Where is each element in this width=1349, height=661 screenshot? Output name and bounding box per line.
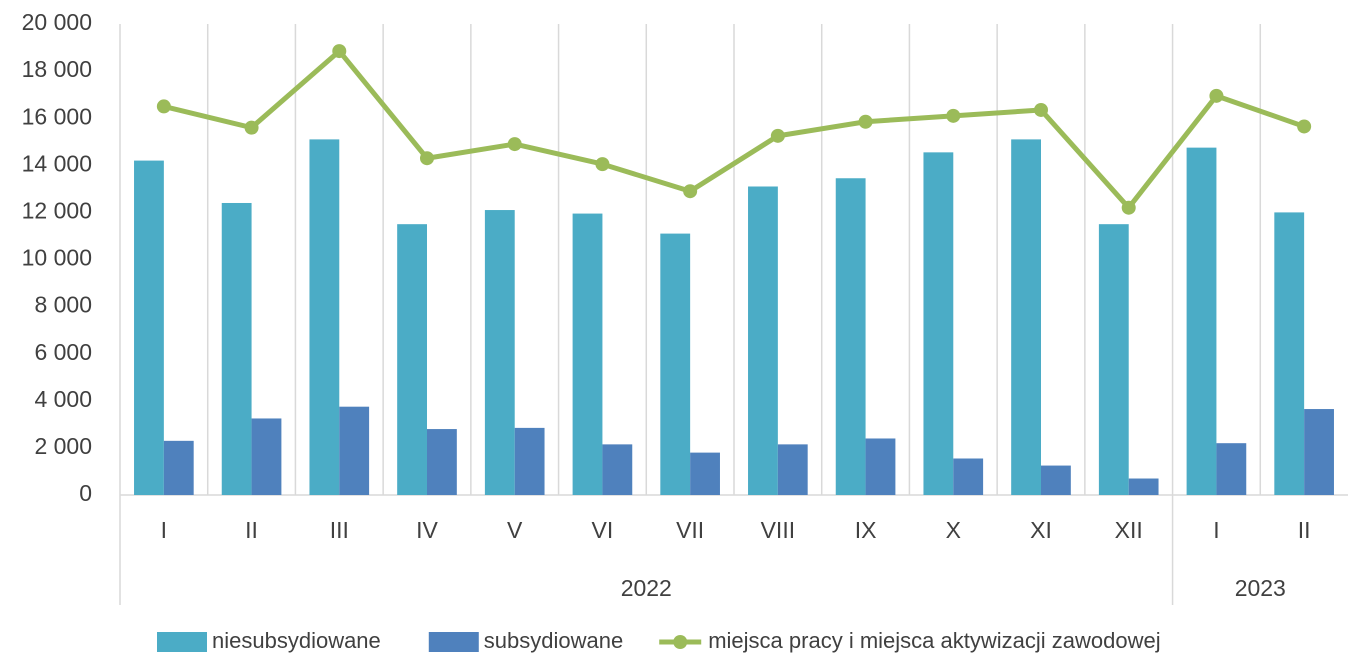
legend-swatch xyxy=(428,632,479,652)
bar xyxy=(221,202,252,496)
line-marker xyxy=(770,128,785,143)
y-tick-label: 4 000 xyxy=(34,386,92,412)
x-tick-label: IX xyxy=(855,517,877,543)
line-marker xyxy=(1034,102,1048,117)
y-tick-label: 16 000 xyxy=(22,103,92,129)
bar xyxy=(690,452,720,495)
line-marker xyxy=(1121,200,1136,215)
line-marker xyxy=(244,120,259,135)
line-marker xyxy=(332,44,347,59)
x-tick-label: II xyxy=(1298,517,1311,543)
bar xyxy=(1186,147,1217,495)
bar xyxy=(134,160,164,495)
y-tick-label: 18 000 xyxy=(22,56,92,82)
bar xyxy=(748,186,778,495)
bar xyxy=(309,139,340,495)
bar xyxy=(427,429,457,495)
x-tick-label: V xyxy=(507,517,523,543)
x-tick-label: VII xyxy=(676,517,704,543)
x-tick-label: VI xyxy=(592,517,614,543)
legend-label: miejsca pracy i miejsca aktywizacji zawo… xyxy=(708,628,1160,653)
bar xyxy=(484,210,515,496)
line-marker xyxy=(420,151,434,166)
line-marker xyxy=(156,99,171,114)
line-marker xyxy=(1297,119,1312,134)
line-marker xyxy=(858,114,873,129)
line-marker xyxy=(507,137,522,152)
y-tick-label: 6 000 xyxy=(34,339,92,365)
bar xyxy=(339,406,370,495)
y-tick-label: 0 xyxy=(79,480,92,506)
bar xyxy=(953,458,984,495)
x-tick-label: XII xyxy=(1115,517,1143,543)
x-tick-label: I xyxy=(161,517,167,543)
legend-label: niesubsydiowane xyxy=(212,628,381,653)
y-tick-label: 20 000 xyxy=(22,9,92,35)
bar xyxy=(777,444,808,495)
y-tick-label: 8 000 xyxy=(34,292,92,318)
bar xyxy=(163,440,194,495)
bar xyxy=(397,224,427,496)
legend-label: subsydiowane xyxy=(484,628,623,653)
bar xyxy=(835,178,866,495)
line xyxy=(163,48,1305,211)
bar xyxy=(572,213,603,495)
x-tick-label: VIII xyxy=(761,517,796,543)
line-marker xyxy=(595,157,610,172)
x-group-label: 2022 xyxy=(621,575,672,601)
bar xyxy=(602,444,633,495)
bar xyxy=(1216,443,1247,495)
x-tick-label: X xyxy=(946,517,961,543)
x-tick-label: XI xyxy=(1030,517,1052,543)
x-tick-label: III xyxy=(330,517,349,543)
x-tick-label: I xyxy=(1213,517,1219,543)
bar xyxy=(1274,212,1305,495)
y-tick-label: 12 000 xyxy=(22,197,92,223)
x-group-label: 2023 xyxy=(1235,575,1286,601)
y-tick-label: 2 000 xyxy=(34,433,92,459)
bar xyxy=(1304,409,1334,495)
bar xyxy=(1011,139,1041,495)
legend-swatch xyxy=(157,632,207,652)
x-tick-label: II xyxy=(245,517,258,543)
bar xyxy=(514,427,545,495)
line-marker xyxy=(946,108,961,123)
bar xyxy=(865,438,896,495)
y-tick-label: 14 000 xyxy=(22,150,92,176)
bar xyxy=(660,233,691,495)
line-marker xyxy=(683,184,698,199)
y-tick-label: 10 000 xyxy=(22,245,92,271)
bar xyxy=(1098,224,1129,496)
bar xyxy=(923,152,954,495)
line-marker xyxy=(1209,88,1224,103)
legend-marker xyxy=(673,635,688,649)
x-tick-label: IV xyxy=(416,517,438,543)
bar xyxy=(1128,478,1159,495)
bar xyxy=(1041,465,1071,495)
bar xyxy=(251,418,282,495)
